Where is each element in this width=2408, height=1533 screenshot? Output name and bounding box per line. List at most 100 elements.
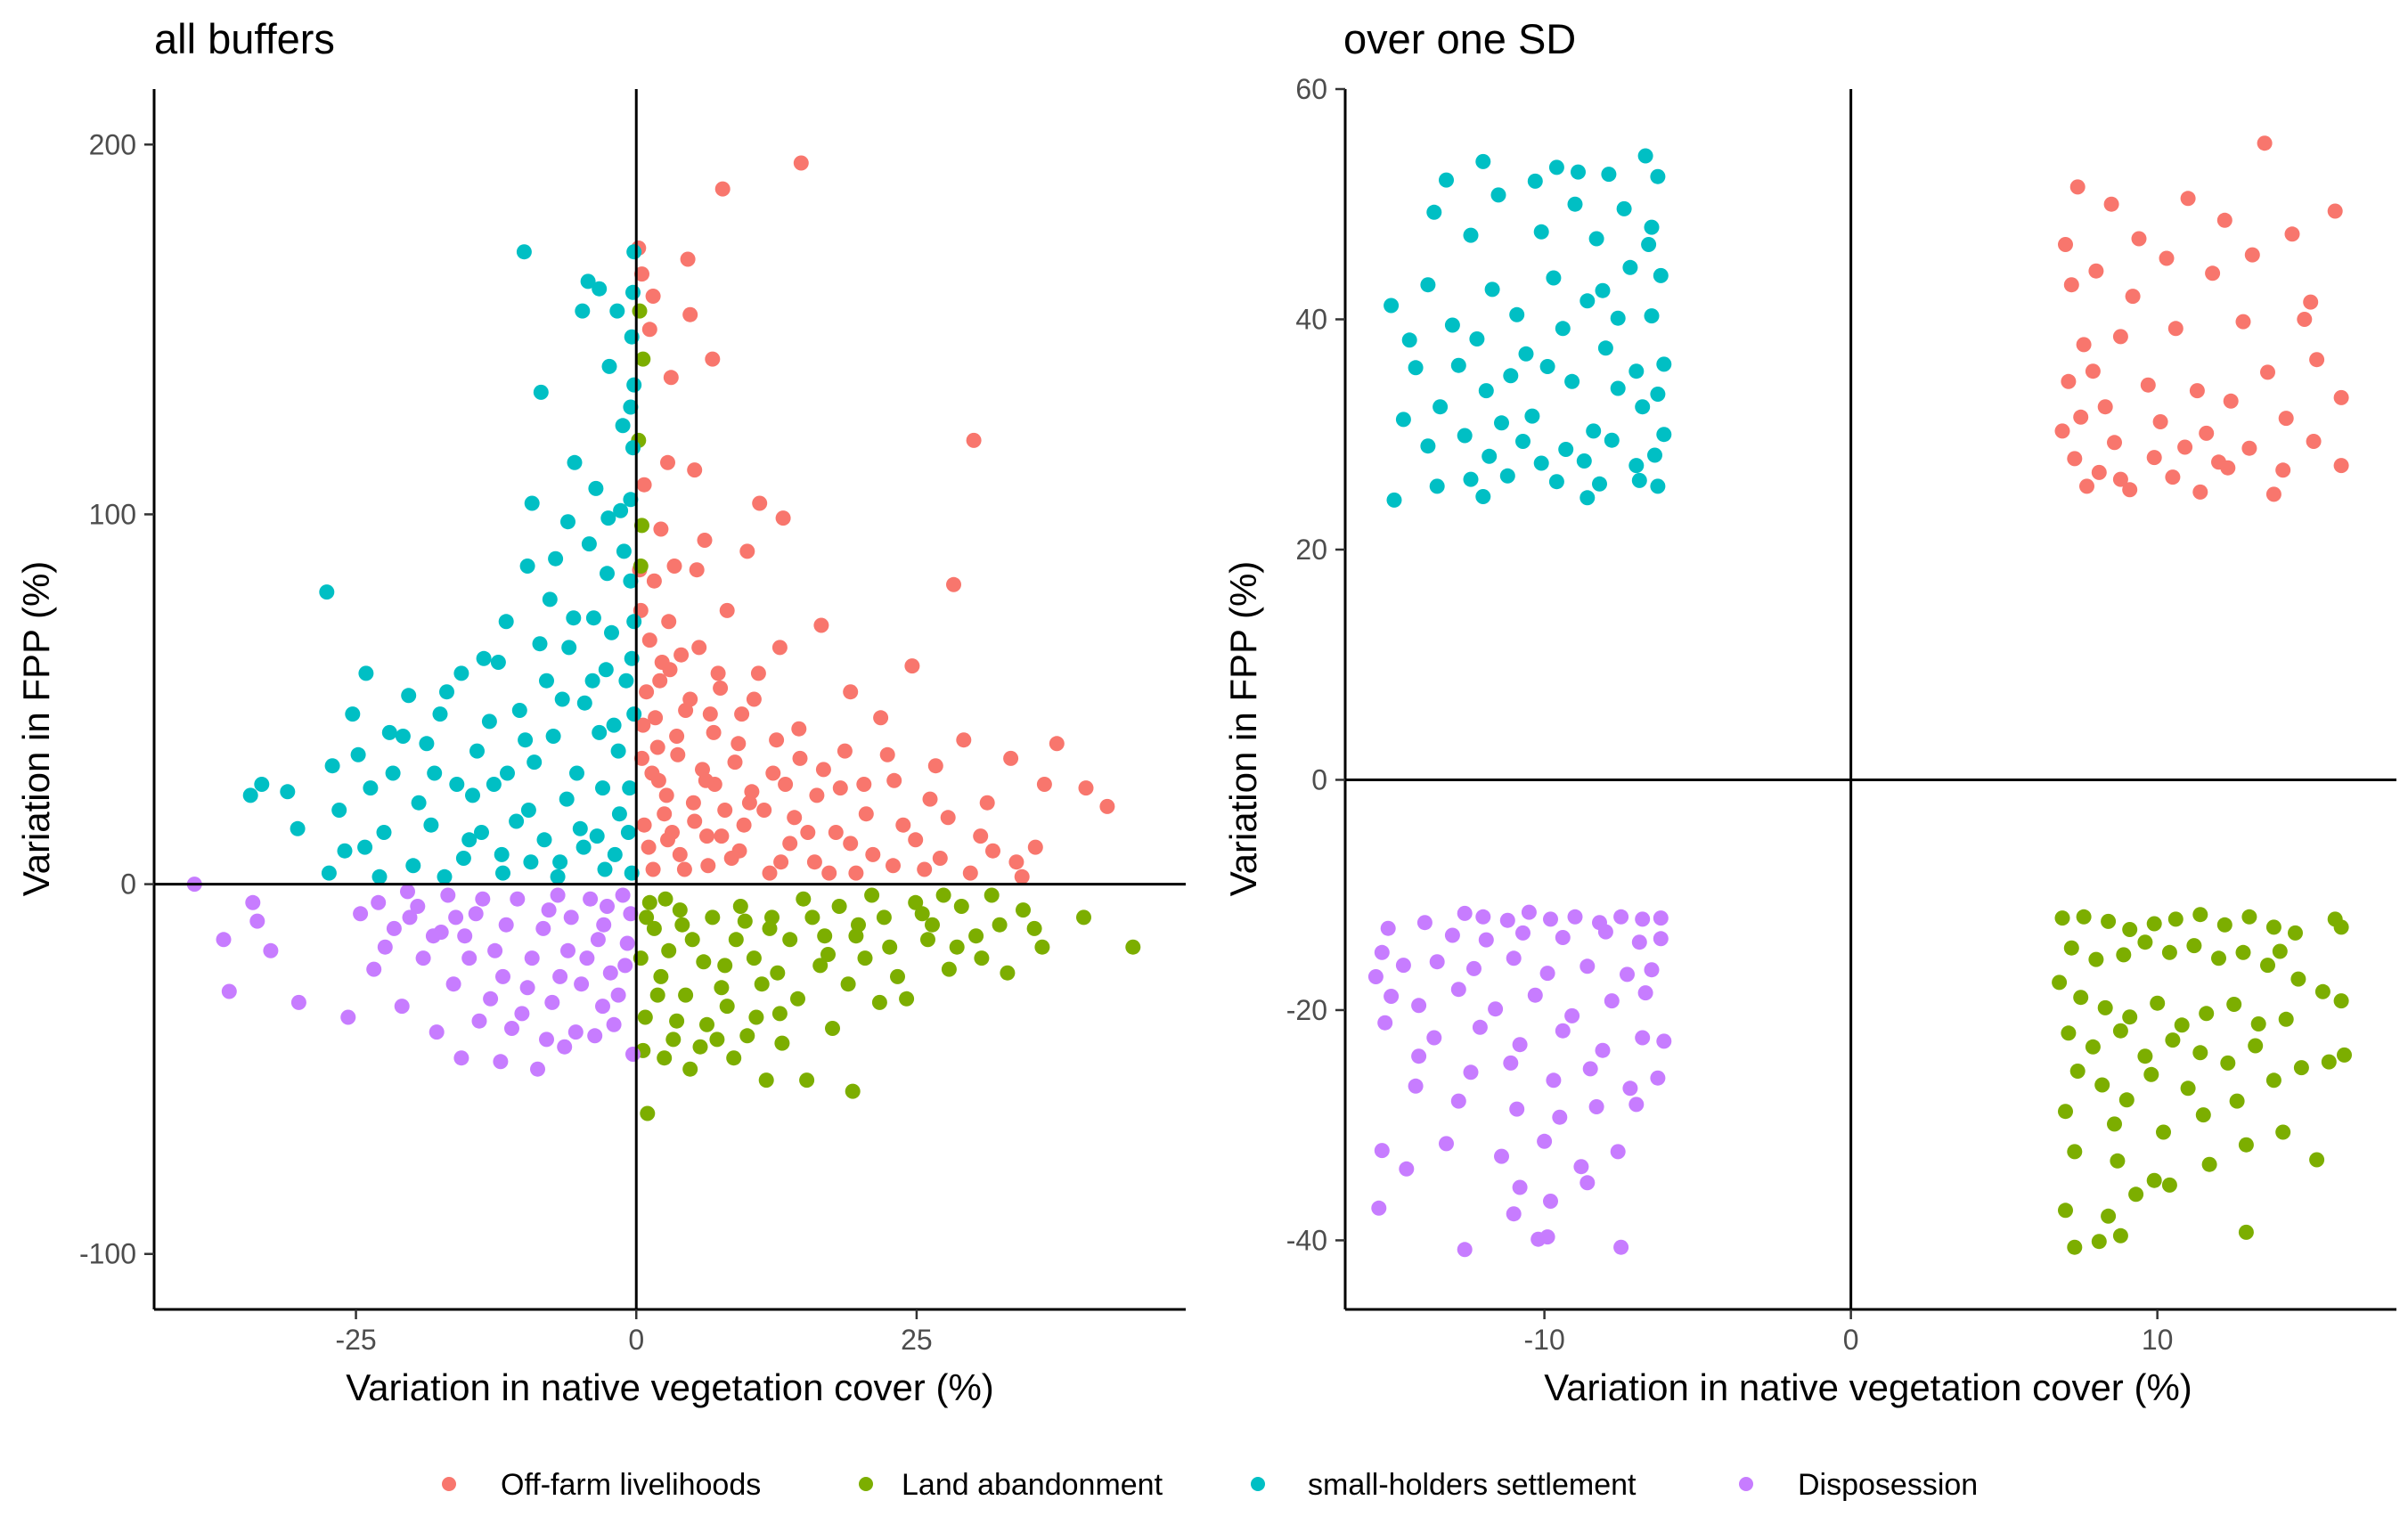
point-land: [728, 932, 744, 948]
point-land: [692, 1039, 708, 1055]
point-small: [1426, 204, 1442, 220]
point-small: [1595, 282, 1611, 298]
point-land: [2248, 1038, 2264, 1054]
point-off: [791, 721, 807, 737]
point-disp: [1426, 1030, 1442, 1046]
point-off: [2333, 458, 2349, 474]
point-disp: [1537, 1133, 1553, 1149]
point-off: [2241, 440, 2257, 456]
point-off: [956, 732, 972, 748]
point-small: [476, 650, 492, 666]
point-disp: [1539, 1229, 1555, 1245]
point-off: [636, 817, 652, 833]
point-land: [2101, 913, 2117, 929]
point-disp: [1644, 962, 1660, 978]
point-land: [2199, 1006, 2215, 1022]
point-small: [280, 784, 296, 800]
point-land: [635, 351, 651, 367]
point-off: [634, 266, 649, 282]
point-land: [2309, 1152, 2325, 1168]
point-small: [1610, 380, 1626, 396]
point-land: [2076, 909, 2092, 925]
point-small: [550, 868, 566, 885]
point-disp: [1637, 985, 1653, 1001]
point-disp: [1450, 982, 1466, 998]
point-small: [1548, 159, 1564, 175]
point-disp: [600, 899, 615, 914]
point-small: [1647, 447, 1662, 463]
point-small: [1386, 492, 1402, 508]
point-off: [908, 832, 924, 848]
point-disp: [1631, 934, 1647, 950]
point-off: [641, 632, 657, 648]
point-land: [669, 1013, 685, 1029]
point-off: [843, 684, 859, 700]
point-small: [1395, 412, 1411, 428]
point-land: [817, 928, 833, 944]
point-small: [1450, 357, 1466, 373]
point-land: [2167, 911, 2184, 927]
point-disp: [461, 950, 478, 966]
point-disp: [1582, 1061, 1598, 1077]
point-off: [2122, 482, 2138, 498]
point-small: [385, 765, 401, 781]
point-off: [746, 691, 762, 707]
point-off: [697, 533, 713, 548]
point-small: [1515, 434, 1531, 449]
point-small: [1576, 453, 1592, 469]
point-small: [1628, 363, 1645, 379]
point-off: [710, 665, 726, 681]
point-off: [778, 777, 794, 792]
point-land: [732, 899, 748, 914]
point-off: [1036, 777, 1052, 792]
point-off: [2220, 460, 2236, 476]
point-land: [758, 1072, 774, 1089]
point-off: [634, 750, 649, 766]
point-small: [1579, 490, 1596, 506]
point-disp: [340, 1009, 356, 1025]
point-small: [405, 858, 421, 874]
point-off: [865, 846, 881, 862]
point-off: [856, 777, 872, 792]
point-off: [685, 795, 701, 811]
point-disp: [1463, 1064, 1479, 1080]
point-off: [2159, 250, 2175, 266]
point-off: [904, 658, 920, 674]
point-disp: [1515, 925, 1531, 941]
point-small: [622, 780, 638, 796]
point-small: [1637, 148, 1653, 164]
point-off: [641, 839, 657, 855]
point-off: [2085, 363, 2101, 379]
point-small: [1539, 359, 1555, 374]
point-off: [641, 322, 657, 338]
point-land: [840, 976, 856, 992]
point-small: [1439, 172, 1454, 188]
point-small: [1494, 415, 1509, 431]
point-land: [2290, 971, 2306, 987]
point-off: [837, 743, 853, 759]
point-land: [2272, 943, 2288, 959]
point-disp: [366, 961, 382, 977]
point-land: [2195, 1107, 2211, 1123]
point-small: [1558, 442, 1574, 457]
point-disp: [1509, 1101, 1525, 1117]
point-land: [754, 976, 770, 992]
point-off: [731, 843, 747, 859]
point-small: [1644, 219, 1660, 235]
point-disp: [615, 887, 631, 903]
point-disp: [1444, 927, 1460, 943]
point-small: [1586, 423, 1602, 439]
point-land: [2275, 1124, 2291, 1140]
point-land: [2058, 1104, 2073, 1120]
point-small: [1533, 455, 1549, 471]
point-land: [2137, 1048, 2153, 1064]
point-small: [1601, 167, 1617, 183]
point-land: [2118, 1092, 2135, 1108]
point-land: [705, 909, 721, 926]
point-off: [687, 813, 703, 829]
point-disp: [1408, 1078, 1424, 1094]
point-disp: [539, 1032, 554, 1048]
data-points: [186, 155, 1141, 1121]
point-small: [616, 543, 632, 559]
point-land: [771, 1006, 788, 1022]
